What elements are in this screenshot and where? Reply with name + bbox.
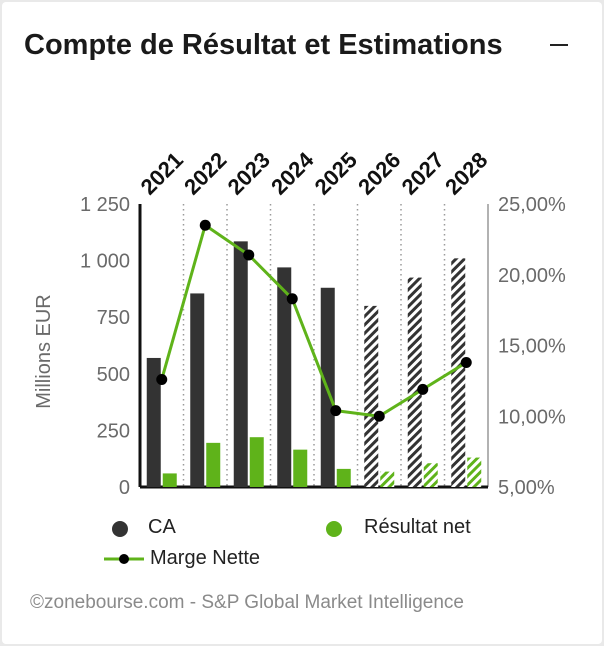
y2-tick-label: 25,00% xyxy=(498,194,566,216)
point-marge-nette xyxy=(373,410,385,422)
legend-marge-nette-label: Marge Nette xyxy=(150,547,261,569)
y2-tick-label: 5,00% xyxy=(498,477,555,499)
bar-resultat-net xyxy=(336,468,351,487)
bar-resultat-net xyxy=(249,437,264,487)
bar-resultat-net xyxy=(206,442,221,487)
y-tick-label: 1 000 xyxy=(80,251,130,273)
x-tick-label: 2028 xyxy=(440,147,492,199)
point-marge-nette xyxy=(156,373,168,385)
legend-resultat-net-label: Résultat net xyxy=(364,516,471,538)
line-marge-nette xyxy=(160,223,468,418)
legend-ca-label: CA xyxy=(148,516,176,538)
bar-ca xyxy=(407,277,422,487)
bar-resultat-net xyxy=(293,449,308,487)
bar-resultat-net xyxy=(423,463,438,487)
point-marge-nette xyxy=(460,356,472,368)
legend-resultat-net-marker xyxy=(326,521,342,537)
y-tick-label: 1 250 xyxy=(80,194,130,216)
point-marge-nette xyxy=(286,293,298,305)
y-tick-label: 500 xyxy=(97,364,130,386)
bar-ca xyxy=(146,357,161,487)
bar-ca xyxy=(364,305,379,487)
bar-resultat-net xyxy=(162,473,177,487)
point-marge-nette xyxy=(417,383,429,395)
bar-resultat-net xyxy=(380,471,395,487)
point-marge-nette xyxy=(243,249,255,261)
y-tick-label: 0 xyxy=(119,477,130,499)
legend-marge-nette-marker xyxy=(104,554,144,564)
x-tick-label: 2025 xyxy=(310,147,362,199)
legend-ca-marker xyxy=(112,521,128,537)
minus-icon xyxy=(550,44,568,46)
y-tick-label: 750 xyxy=(97,307,130,329)
x-tick-label: 2023 xyxy=(223,147,275,199)
x-tick-label: 2024 xyxy=(266,147,319,200)
card-title: Compte de Résultat et Estimations xyxy=(24,29,503,61)
point-marge-nette xyxy=(330,405,342,417)
y-tick-label: 250 xyxy=(97,420,130,442)
bar-resultat-net xyxy=(467,457,482,487)
y2-tick-label: 15,00% xyxy=(498,336,566,358)
y2-tick-label: 10,00% xyxy=(498,406,566,428)
point-marge-nette xyxy=(199,219,211,231)
x-tick-label: 2022 xyxy=(179,147,231,199)
y-axis-title: Millions EUR xyxy=(33,294,55,408)
collapse-button[interactable] xyxy=(548,30,572,54)
bar-ca xyxy=(277,267,292,487)
chart-footer: ©zonebourse.com - S&P Global Market Inte… xyxy=(30,592,464,613)
x-tick-label: 2026 xyxy=(353,147,405,199)
x-tick-label: 2021 xyxy=(136,147,188,199)
bar-ca xyxy=(190,293,205,487)
bar-ca xyxy=(451,258,466,487)
bar-ca xyxy=(233,241,248,487)
y2-tick-label: 20,00% xyxy=(498,265,566,287)
x-tick-label: 2027 xyxy=(397,147,449,199)
